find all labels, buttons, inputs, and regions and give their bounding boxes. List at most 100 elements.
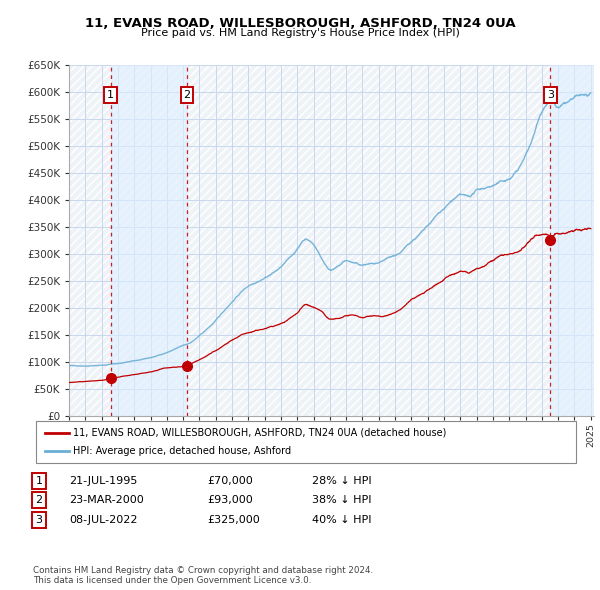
Bar bbox=[297, 362, 314, 389]
Bar bbox=[509, 335, 526, 362]
Bar bbox=[493, 92, 509, 119]
Bar bbox=[216, 362, 232, 389]
Bar bbox=[330, 92, 346, 119]
Text: £70,000: £70,000 bbox=[207, 476, 253, 486]
Bar bbox=[134, 227, 151, 254]
Bar bbox=[558, 92, 574, 119]
Bar bbox=[558, 38, 574, 65]
Bar bbox=[509, 254, 526, 281]
Bar bbox=[199, 335, 216, 362]
Bar bbox=[591, 254, 600, 281]
Bar bbox=[85, 200, 101, 227]
Bar bbox=[216, 146, 232, 173]
Text: 1: 1 bbox=[107, 90, 114, 100]
Bar bbox=[330, 362, 346, 389]
Bar bbox=[362, 92, 379, 119]
Bar bbox=[444, 308, 460, 335]
Bar bbox=[297, 389, 314, 416]
Bar bbox=[85, 146, 101, 173]
Bar bbox=[134, 362, 151, 389]
Bar bbox=[183, 335, 199, 362]
Bar bbox=[297, 38, 314, 65]
Bar bbox=[248, 38, 265, 65]
Bar bbox=[265, 146, 281, 173]
Bar bbox=[558, 335, 574, 362]
Bar bbox=[574, 65, 591, 92]
Bar bbox=[297, 92, 314, 119]
Bar bbox=[444, 335, 460, 362]
Bar bbox=[330, 38, 346, 65]
Bar bbox=[118, 119, 134, 146]
Bar bbox=[526, 335, 542, 362]
Bar bbox=[101, 173, 118, 200]
Bar bbox=[183, 308, 199, 335]
Bar bbox=[460, 335, 476, 362]
Text: 23-MAR-2000: 23-MAR-2000 bbox=[69, 496, 144, 505]
Bar bbox=[412, 335, 428, 362]
Bar bbox=[330, 173, 346, 200]
Bar bbox=[444, 146, 460, 173]
Bar bbox=[314, 200, 330, 227]
Bar bbox=[346, 38, 362, 65]
Bar bbox=[118, 254, 134, 281]
Bar bbox=[509, 65, 526, 92]
Bar bbox=[526, 119, 542, 146]
Bar bbox=[395, 335, 412, 362]
Bar bbox=[526, 362, 542, 389]
Bar bbox=[118, 38, 134, 65]
Bar bbox=[216, 200, 232, 227]
Bar bbox=[574, 173, 591, 200]
Bar bbox=[297, 65, 314, 92]
Bar bbox=[558, 146, 574, 173]
Bar bbox=[330, 227, 346, 254]
Bar bbox=[101, 65, 118, 92]
Bar bbox=[476, 38, 493, 65]
Bar bbox=[232, 65, 248, 92]
Bar bbox=[199, 227, 216, 254]
Bar bbox=[346, 254, 362, 281]
Bar bbox=[118, 362, 134, 389]
Bar bbox=[314, 362, 330, 389]
Bar bbox=[379, 146, 395, 173]
Bar bbox=[118, 281, 134, 308]
Bar bbox=[428, 254, 444, 281]
Bar bbox=[151, 38, 167, 65]
Bar bbox=[574, 362, 591, 389]
Bar bbox=[460, 254, 476, 281]
Bar bbox=[216, 119, 232, 146]
Bar bbox=[526, 38, 542, 65]
Bar bbox=[526, 227, 542, 254]
Bar bbox=[412, 281, 428, 308]
Bar bbox=[379, 254, 395, 281]
Bar bbox=[591, 119, 600, 146]
Bar bbox=[216, 38, 232, 65]
Bar bbox=[134, 254, 151, 281]
Bar bbox=[151, 227, 167, 254]
Bar bbox=[428, 38, 444, 65]
Bar bbox=[379, 119, 395, 146]
Bar bbox=[167, 65, 183, 92]
Bar bbox=[101, 389, 118, 416]
Bar bbox=[85, 308, 101, 335]
Bar bbox=[542, 254, 558, 281]
Bar bbox=[248, 254, 265, 281]
Bar bbox=[574, 335, 591, 362]
Bar bbox=[151, 119, 167, 146]
Bar bbox=[412, 38, 428, 65]
Bar bbox=[428, 119, 444, 146]
Bar bbox=[591, 200, 600, 227]
Bar bbox=[199, 389, 216, 416]
Bar bbox=[167, 362, 183, 389]
Bar bbox=[493, 38, 509, 65]
Bar bbox=[558, 389, 574, 416]
Bar bbox=[134, 38, 151, 65]
Bar bbox=[101, 254, 118, 281]
Bar bbox=[509, 389, 526, 416]
Text: 40% ↓ HPI: 40% ↓ HPI bbox=[312, 515, 371, 525]
Bar bbox=[265, 362, 281, 389]
Bar bbox=[444, 227, 460, 254]
Bar bbox=[151, 308, 167, 335]
Bar bbox=[558, 200, 574, 227]
Bar bbox=[101, 335, 118, 362]
Bar bbox=[118, 65, 134, 92]
